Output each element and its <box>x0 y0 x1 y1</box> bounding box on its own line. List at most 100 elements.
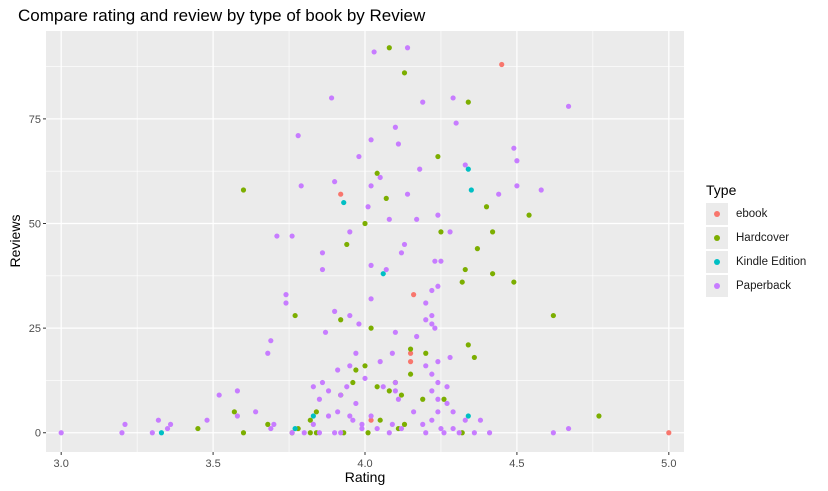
point-paperback <box>234 413 240 419</box>
grid-lines <box>46 31 684 452</box>
point-paperback <box>368 296 374 302</box>
point-hardcover <box>265 421 271 427</box>
legend-item-ebook: ebook <box>706 202 806 226</box>
point-paperback <box>359 425 365 432</box>
point-paperback <box>368 183 374 189</box>
legend-dot-hardcover <box>714 235 720 241</box>
point-paperback <box>322 329 329 335</box>
y-tick-label: 0 <box>35 428 41 440</box>
point-hardcover <box>407 346 414 352</box>
point-hardcover <box>459 279 465 285</box>
y-tick-label: 75 <box>29 114 41 126</box>
point-hardcover <box>462 266 468 273</box>
point-hardcover <box>195 425 201 432</box>
point-hardcover <box>435 153 441 160</box>
point-paperback <box>435 396 441 402</box>
chart-title: Compare rating and review by type of boo… <box>18 6 426 25</box>
point-paperback <box>325 413 332 419</box>
point-hardcover <box>240 187 247 193</box>
point-paperback <box>268 338 274 344</box>
point-hardcover <box>420 396 426 402</box>
point-paperback <box>447 354 453 361</box>
point-paperback <box>514 158 520 164</box>
point-paperback <box>414 216 420 222</box>
point-ebook <box>407 350 414 356</box>
point-paperback <box>377 359 383 365</box>
point-kindle-edition <box>468 187 474 193</box>
point-kindle-edition <box>158 430 165 436</box>
axis-ticks: 3.0 3.5 4.0 4.5 5.0 0 25 50 75 <box>29 114 677 470</box>
legend-dot-paperback <box>714 283 720 289</box>
point-paperback <box>450 425 456 432</box>
point-ebook <box>338 191 344 197</box>
point-paperback <box>295 133 301 139</box>
point-paperback <box>353 400 359 407</box>
point-paperback <box>368 413 374 419</box>
point-hardcover <box>362 220 368 227</box>
point-paperback <box>122 421 128 427</box>
x-tick-label: 3.5 <box>205 458 220 470</box>
point-paperback <box>429 388 435 394</box>
point-paperback <box>310 421 316 427</box>
legend-key <box>706 227 728 249</box>
point-paperback <box>316 396 323 402</box>
legend-key <box>706 275 728 297</box>
point-paperback <box>234 388 240 394</box>
point-paperback <box>316 430 323 436</box>
point-hardcover <box>483 204 490 210</box>
point-paperback <box>149 430 155 436</box>
point-hardcover <box>471 354 477 361</box>
point-hardcover <box>407 371 414 377</box>
point-paperback <box>268 425 274 432</box>
point-kindle-edition <box>465 413 471 419</box>
point-paperback <box>271 421 277 427</box>
point-hardcover <box>368 325 374 331</box>
x-tick-label: 5.0 <box>661 458 676 470</box>
point-paperback <box>155 417 162 423</box>
point-paperback <box>395 141 402 147</box>
legend-label: Paperback <box>736 280 791 292</box>
point-hardcover <box>423 350 429 356</box>
data-points <box>58 45 672 436</box>
legend-label: ebook <box>736 208 768 220</box>
point-paperback <box>335 409 341 415</box>
point-paperback <box>332 430 338 436</box>
point-paperback <box>477 417 484 423</box>
point-hardcover <box>386 388 392 394</box>
point-hardcover <box>490 229 496 235</box>
point-paperback <box>325 388 332 394</box>
point-paperback <box>338 392 344 398</box>
point-paperback <box>319 379 326 386</box>
point-paperback <box>435 283 441 289</box>
point-kindle-edition <box>465 166 471 172</box>
point-paperback <box>347 413 353 419</box>
point-paperback <box>471 430 477 436</box>
legend-item-paperback: Paperback <box>706 274 806 298</box>
point-paperback <box>389 421 395 427</box>
point-paperback <box>253 409 259 415</box>
point-paperback <box>432 325 438 331</box>
point-paperback <box>298 183 304 189</box>
point-paperback <box>417 166 423 172</box>
point-paperback <box>514 183 520 189</box>
point-hardcover <box>386 45 392 51</box>
point-ebook <box>407 359 414 365</box>
point-paperback <box>338 430 344 436</box>
point-paperback <box>435 359 441 365</box>
point-paperback <box>450 95 456 101</box>
point-hardcover <box>401 421 408 427</box>
point-paperback <box>435 379 441 386</box>
point-paperback <box>216 392 222 398</box>
point-paperback <box>310 384 316 390</box>
point-paperback <box>423 363 429 369</box>
point-hardcover <box>438 229 444 235</box>
point-hardcover <box>490 271 496 277</box>
point-hardcover <box>511 279 517 285</box>
point-paperback <box>550 430 556 436</box>
x-tick-label: 4.5 <box>509 458 524 470</box>
point-paperback <box>167 421 174 427</box>
point-paperback <box>386 216 392 222</box>
legend-item-hardcover: Hardcover <box>706 226 806 250</box>
point-paperback <box>377 174 383 181</box>
legend-item-kindle-edition: Kindle Edition <box>706 250 806 274</box>
